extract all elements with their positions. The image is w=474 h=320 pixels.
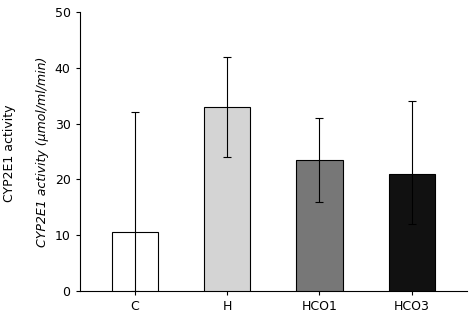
Bar [389, 174, 435, 291]
Bar [204, 107, 250, 291]
Y-axis label: CYP2E1 activity (μmol/ml/min): CYP2E1 activity (μmol/ml/min) [36, 56, 49, 247]
Text: CYP2E1 activity: CYP2E1 activity [3, 101, 16, 202]
Bar [112, 232, 158, 291]
Bar [296, 160, 343, 291]
